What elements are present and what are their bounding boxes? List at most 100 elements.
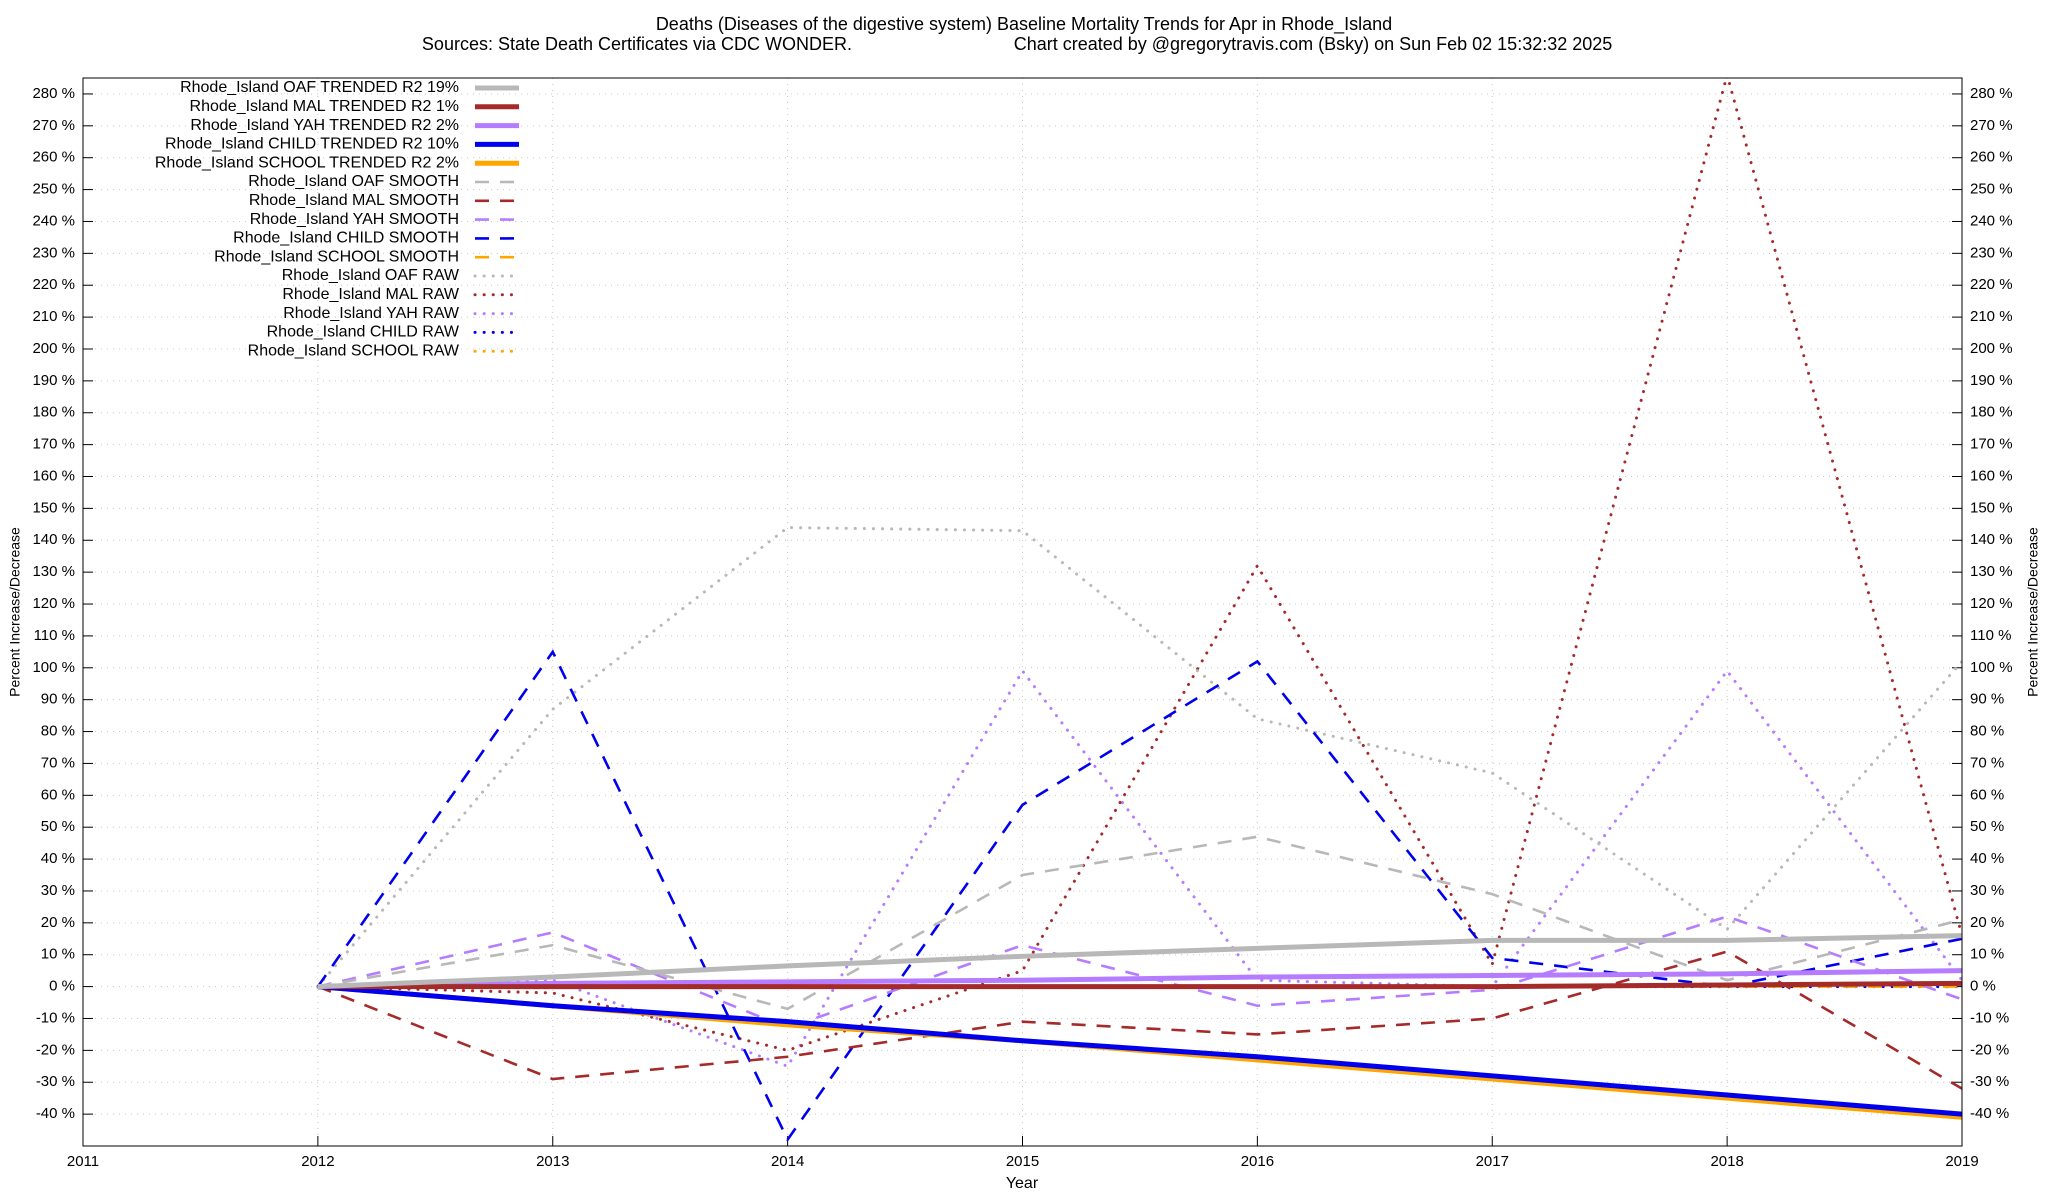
y-tick-label: 50 % bbox=[41, 818, 75, 835]
y-tick-label: 150 % bbox=[32, 499, 75, 516]
x-tick-label: 2012 bbox=[301, 1153, 334, 1170]
y-tick-label: 170 % bbox=[32, 436, 75, 453]
y-tick-label: 110 % bbox=[34, 627, 75, 644]
y2-tick-label: 160 % bbox=[1970, 467, 2013, 484]
y-tick-label: 30 % bbox=[41, 882, 75, 899]
series-line bbox=[317, 933, 1962, 990]
series-line bbox=[317, 835, 1962, 1011]
y-tick-label: -20 % bbox=[36, 1041, 75, 1058]
y2-axis-label: Percent Increase/Decrease bbox=[2025, 527, 2041, 697]
y-tick-label: 60 % bbox=[41, 786, 75, 803]
x-tick-label: 2011 bbox=[67, 1153, 99, 1170]
y-tick-label: -10 % bbox=[36, 1009, 75, 1026]
y2-tick-label: 240 % bbox=[1970, 212, 2013, 229]
y-tick-label: 10 % bbox=[41, 946, 75, 963]
series-line bbox=[316, 526, 1962, 989]
y2-tick-label: 80 % bbox=[1970, 723, 2004, 740]
y2-tick-label: 10 % bbox=[1970, 946, 2004, 963]
x-tick-label: 2015 bbox=[1006, 1153, 1039, 1170]
chart-subtitle: Sources: State Death Certificates via CD… bbox=[422, 34, 852, 54]
legend-label: Rhode_Island MAL SMOOTH bbox=[249, 192, 459, 209]
series-line bbox=[317, 980, 1962, 990]
y2-tick-label: 70 % bbox=[1970, 754, 2004, 771]
y2-tick-label: 60 % bbox=[1970, 786, 2004, 803]
y2-tick-label: 0 % bbox=[1970, 978, 1996, 995]
y-tick-label: 80 % bbox=[41, 723, 75, 740]
y2-tick-label: 110 % bbox=[1970, 627, 2011, 644]
y-tick-label: 180 % bbox=[32, 404, 75, 421]
legend-label: Rhode_Island CHILD SMOOTH bbox=[233, 230, 459, 247]
y-tick-label: 210 % bbox=[32, 308, 75, 325]
legend-label: Rhode_Island MAL TRENDED R2 1% bbox=[190, 98, 459, 115]
legend-label: Rhode_Island YAH RAW bbox=[283, 305, 460, 322]
y-tick-label: 220 % bbox=[32, 276, 75, 293]
y2-tick-label: 190 % bbox=[1970, 372, 2013, 389]
y-tick-label: 250 % bbox=[32, 181, 75, 198]
y2-tick-label: 130 % bbox=[1970, 563, 2013, 580]
x-tick-label: 2013 bbox=[536, 1153, 569, 1170]
x-tick-label: 2016 bbox=[1241, 1153, 1274, 1170]
legend-label: Rhode_Island YAH SMOOTH bbox=[250, 211, 459, 228]
legend-label: Rhode_Island CHILD TRENDED R2 10% bbox=[165, 136, 459, 153]
y-tick-label: 200 % bbox=[32, 340, 75, 357]
y2-tick-label: -10 % bbox=[1970, 1009, 2009, 1026]
y2-tick-label: 220 % bbox=[1970, 276, 2013, 293]
y2-tick-label: 230 % bbox=[1970, 244, 2013, 261]
y-tick-label: 40 % bbox=[41, 850, 75, 867]
legend-label: Rhode_Island SCHOOL SMOOTH bbox=[214, 248, 459, 265]
y2-tick-label: 210 % bbox=[1970, 308, 2013, 325]
series-line bbox=[317, 915, 1962, 1030]
y2-tick-label: 260 % bbox=[1970, 149, 2013, 166]
y2-tick-label: -40 % bbox=[1970, 1105, 2009, 1122]
x-axis-label: Year bbox=[1006, 1175, 1039, 1192]
chart-title: Deaths (Diseases of the digestive system… bbox=[656, 14, 1392, 35]
y-tick-label: 100 % bbox=[32, 659, 75, 676]
series-line bbox=[316, 78, 1962, 1052]
y-axis-label: Percent Increase/Decrease bbox=[7, 527, 23, 697]
y-tick-label: 190 % bbox=[32, 372, 75, 389]
y2-tick-label: 250 % bbox=[1970, 181, 2013, 198]
y2-tick-label: 30 % bbox=[1970, 882, 2004, 899]
y2-tick-label: 180 % bbox=[1970, 404, 2013, 421]
y2-tick-label: -30 % bbox=[1970, 1073, 2009, 1090]
y2-tick-label: 40 % bbox=[1970, 850, 2004, 867]
legend-label: Rhode_Island OAF TRENDED R2 19% bbox=[180, 79, 459, 96]
y-tick-label: 0 % bbox=[49, 978, 75, 995]
y-tick-label: 270 % bbox=[32, 117, 75, 134]
y-tick-label: 160 % bbox=[32, 467, 75, 484]
series-line bbox=[316, 649, 1962, 1143]
y2-tick-label: 100 % bbox=[1970, 659, 2013, 676]
y2-tick-label: 120 % bbox=[1970, 595, 2013, 612]
legend-label: Rhode_Island YAH TRENDED R2 2% bbox=[190, 117, 459, 134]
series-line bbox=[317, 968, 1962, 990]
y-tick-label: 130 % bbox=[32, 563, 75, 580]
y-tick-label: 90 % bbox=[41, 691, 75, 708]
x-tick-label: 2014 bbox=[771, 1153, 804, 1170]
y2-tick-label: -20 % bbox=[1970, 1041, 2009, 1058]
y2-tick-label: 170 % bbox=[1970, 436, 2013, 453]
x-tick-label: 2018 bbox=[1710, 1153, 1743, 1170]
legend-label: Rhode_Island SCHOOL RAW bbox=[248, 342, 460, 359]
y-tick-label: 20 % bbox=[41, 914, 75, 931]
y2-tick-label: 270 % bbox=[1970, 117, 2013, 134]
plot-lines bbox=[316, 78, 1962, 1143]
y-tick-label: -30 % bbox=[36, 1073, 75, 1090]
y-tick-label: 240 % bbox=[32, 212, 75, 229]
y-tick-label: 70 % bbox=[41, 754, 75, 771]
y-tick-label: 230 % bbox=[32, 244, 75, 261]
chart-credit: Chart created by @gregorytravis.com (Bsk… bbox=[1014, 34, 1613, 54]
y-tick-label: 140 % bbox=[32, 531, 75, 548]
y2-tick-label: 50 % bbox=[1970, 818, 2004, 835]
legend-label: Rhode_Island MAL RAW bbox=[282, 286, 460, 303]
y2-tick-label: 90 % bbox=[1970, 691, 2004, 708]
y-tick-label: 260 % bbox=[32, 149, 75, 166]
y2-tick-label: 280 % bbox=[1970, 85, 2013, 102]
y-tick-label: -40 % bbox=[36, 1105, 75, 1122]
y-tick-label: 280 % bbox=[32, 85, 75, 102]
x-tick-label: 2019 bbox=[1945, 1153, 1978, 1170]
y2-tick-label: 140 % bbox=[1970, 531, 2013, 548]
legend-label: Rhode_Island CHILD RAW bbox=[267, 324, 460, 341]
legend-label: Rhode_Island OAF SMOOTH bbox=[248, 173, 459, 190]
y2-tick-label: 150 % bbox=[1970, 499, 2013, 516]
